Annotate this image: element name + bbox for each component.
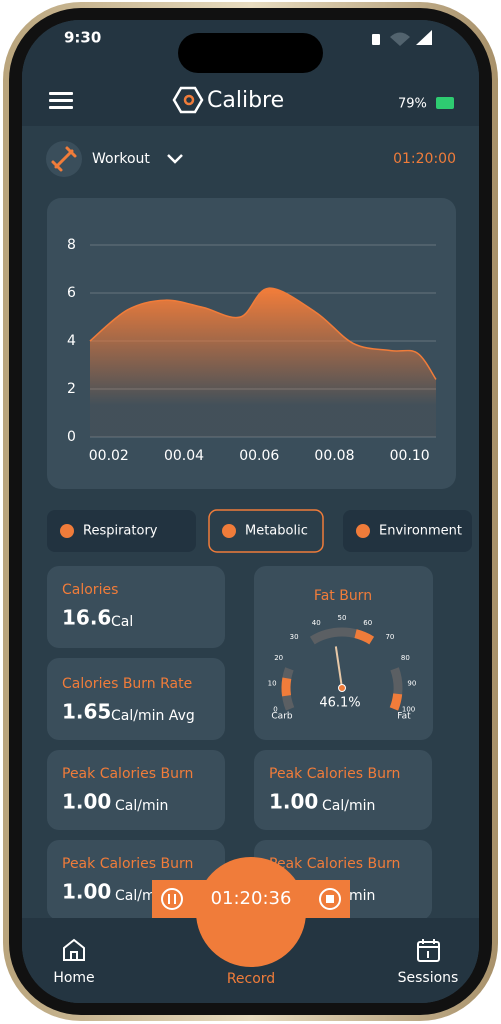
card <box>254 750 432 830</box>
gauge-arc <box>389 693 403 711</box>
chart: 0 2 4 6 8 00.02 00.04 00.06 00.08 00.10 <box>67 237 437 464</box>
area <box>90 288 436 437</box>
nav-label[interactable]: Record <box>227 971 275 987</box>
sessions-icon[interactable] <box>417 941 440 962</box>
gauge-tick-label: 30 <box>290 633 299 641</box>
timer-bar: 01:20:36 <box>152 857 350 967</box>
x-tick-label: 00.10 <box>390 448 430 464</box>
y-tick-label: 4 <box>67 333 76 349</box>
tab-icon <box>222 524 236 538</box>
x-tick-label: 00.08 <box>314 448 354 464</box>
y-tick-label: 8 <box>67 237 76 253</box>
card-title: Peak Calories Burn <box>62 766 193 782</box>
gauge-needle <box>334 646 343 689</box>
pause-button[interactable] <box>161 888 183 910</box>
x-tick-label: 00.06 <box>239 448 279 464</box>
gauge-right-label: Fat <box>397 712 411 722</box>
tab-label: Respiratory <box>83 524 158 539</box>
tab-icon <box>356 524 370 538</box>
wifi-icon <box>390 32 410 46</box>
gauge-value: 46.1% <box>319 696 360 711</box>
card <box>254 566 433 740</box>
card-unit: Cal/min <box>115 798 168 814</box>
card-value: 1.00 <box>269 790 318 814</box>
logo-dot <box>183 94 195 106</box>
x-tick-label: 00.04 <box>164 448 204 464</box>
nav-label[interactable]: Home <box>53 970 94 986</box>
screen: 9:30 Calibre 79% Workout 01:20:00 024680… <box>22 20 479 1003</box>
card-unit: Cal/min Avg <box>111 708 195 724</box>
tab-icon <box>60 524 74 538</box>
gauge: 0 10 20 30 40 50 60 70 80 90 100 46.1% Carb Fat <box>268 614 417 722</box>
card-title: Calories <box>62 582 118 598</box>
stop-icon <box>326 895 334 903</box>
logo-icon <box>172 86 204 114</box>
tabs: Respiratory Metabolic Environment <box>47 509 472 553</box>
gauge-hub <box>338 684 346 692</box>
signal-icon <box>416 30 432 45</box>
gauge-tick-label: 80 <box>401 654 410 662</box>
card-title: Calories Burn Rate <box>62 676 192 692</box>
dumbbell <box>51 146 77 172</box>
pause-icon <box>168 894 176 904</box>
gauge-tick-label: 10 <box>268 680 277 688</box>
menu-button[interactable] <box>49 92 73 109</box>
tab-label: Environment <box>379 524 462 539</box>
app-name: Calibre <box>207 88 284 113</box>
card-value: 1.00 <box>62 880 111 904</box>
dropdown-chevron[interactable] <box>167 154 183 164</box>
card <box>47 750 225 830</box>
x-tick-label: 00.02 <box>89 448 129 464</box>
card-value: 16.6 <box>62 606 111 630</box>
gauge-tick-label: 0 <box>273 706 277 714</box>
clock: 9:30 <box>64 29 101 47</box>
card-unit: Cal/min <box>322 798 375 814</box>
card-title: Peak Calories Burn <box>269 766 400 782</box>
gauge-tick-label: 100 <box>402 706 415 714</box>
gauge-arc <box>354 629 375 645</box>
gauge-arc <box>281 677 292 697</box>
tab[interactable] <box>47 510 196 552</box>
tab[interactable] <box>343 510 472 552</box>
tab-label: Metabolic <box>245 524 308 539</box>
nav-label[interactable]: Sessions <box>398 970 459 986</box>
gauge-tick-label: 90 <box>407 680 416 688</box>
gauge-tick-label: 50 <box>338 614 347 622</box>
battery-icon <box>436 97 454 109</box>
timer-bump <box>196 857 306 967</box>
card <box>47 658 225 740</box>
card-title: Peak Calories Burn <box>269 856 400 872</box>
card-title: Fat Burn <box>314 588 372 604</box>
card-value: 1.65 <box>62 700 111 724</box>
y-tick-label: 0 <box>67 429 76 445</box>
workout-duration: 01:20:00 <box>393 151 456 167</box>
battery-percent: 79% <box>398 97 427 112</box>
card-title: Peak Calories Burn <box>62 856 193 872</box>
card <box>47 566 225 648</box>
gauge-left-label: Carb <box>271 712 292 722</box>
y-tick-label: 6 <box>67 285 76 301</box>
gauge-tick-label: 70 <box>385 633 394 641</box>
card-value: 1.00 <box>62 790 111 814</box>
home-icon[interactable] <box>63 938 85 961</box>
card-unit: Cal <box>111 614 133 630</box>
gauge-tick-label: 60 <box>363 619 372 627</box>
sim-icon <box>372 34 380 45</box>
tab[interactable] <box>208 509 324 553</box>
y-tick-label: 2 <box>67 381 76 397</box>
dynamic-island <box>178 33 323 73</box>
workout-label[interactable]: Workout <box>92 151 150 167</box>
area-line <box>89 287 437 380</box>
gauge-tick-label: 40 <box>312 619 321 627</box>
timer-text: 01:20:36 <box>211 888 292 909</box>
stop-button[interactable] <box>319 888 341 910</box>
gauge-tick-label: 20 <box>274 654 283 662</box>
